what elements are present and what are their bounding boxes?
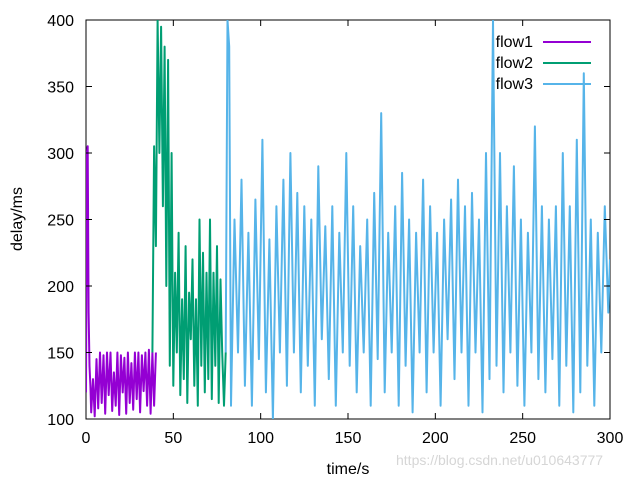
tick-layer: 0 50 100 150 200 250 300 100 150 200 250 300 350 400 (47, 13, 623, 447)
y-tick-label: 400 (47, 13, 74, 30)
x-tick-label: 300 (597, 430, 624, 447)
series-line-flow3 (224, 20, 610, 419)
series-layer (86, 20, 610, 419)
x-tick-label: 200 (422, 430, 449, 447)
watermark-text: https://blog.csdn.net/u010643777 (396, 452, 604, 468)
x-tick-label: 0 (82, 430, 91, 447)
legend-label-flow3: flow3 (496, 76, 533, 93)
legend-label-flow2: flow2 (496, 55, 533, 72)
x-tick-label: 150 (335, 430, 362, 447)
y-tick-label: 150 (47, 346, 74, 363)
y-axis-label: delay/ms (9, 187, 26, 251)
x-tick-label: 250 (509, 430, 536, 447)
x-axis-label: time/s (327, 461, 370, 478)
y-tick-label: 300 (47, 146, 74, 163)
legend-label-flow1: flow1 (496, 34, 533, 51)
y-tick-label: 100 (47, 412, 74, 429)
y-tick-label: 200 (47, 279, 74, 296)
y-tick-label: 350 (47, 80, 74, 97)
series-line-flow1 (86, 145, 157, 418)
legend: flow1 flow2 flow3 (496, 34, 591, 93)
y-tick-label: 250 (47, 213, 74, 230)
x-tick-label: 100 (247, 430, 274, 447)
x-tick-label: 50 (164, 430, 182, 447)
series-line-flow2 (151, 20, 227, 407)
